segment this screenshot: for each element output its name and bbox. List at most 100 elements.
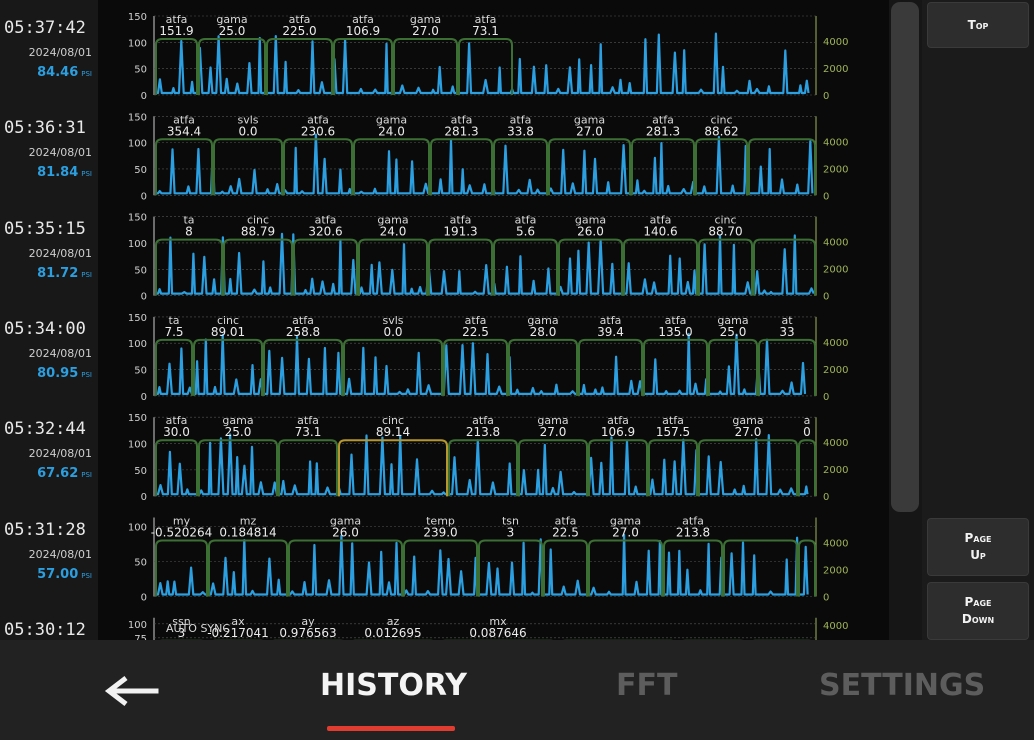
segment-value: 281.3 (444, 124, 478, 138)
right-tick-label: 0 (823, 91, 829, 102)
page-up-label-line1: Page (964, 531, 992, 545)
row-pressure: 80.95 PSI (37, 366, 92, 381)
segment-value: 25.0 (225, 425, 252, 439)
pressure-value: 81.84 (37, 165, 79, 181)
left-tick-label: 100 (128, 440, 147, 451)
segment-value: 25.0 (219, 24, 246, 38)
top-button[interactable]: Top (927, 2, 1029, 48)
segment-bracket (283, 138, 353, 196)
back-arrow-icon (104, 676, 159, 706)
history-charts: 150100500400020000atfa151.9gama25.0atfa2… (128, 12, 849, 640)
pressure-unit: PSI (81, 70, 92, 78)
segment-bracket (155, 439, 198, 497)
segment-bracket (333, 38, 393, 95)
pressure-value: 80.95 (37, 365, 79, 381)
row-time: 05:30:12 (4, 619, 86, 640)
segment-bracket (155, 138, 213, 196)
segment-value: 88.79 (241, 225, 275, 239)
pressure-unit: PSI (81, 571, 92, 580)
segment-value: 7.5 (164, 325, 183, 339)
segment-name: gama (574, 113, 605, 126)
segment-name: atfa (515, 214, 537, 227)
segment-value: 27.0 (612, 526, 639, 540)
active-tab-indicator (327, 726, 455, 731)
segment-bracket (643, 338, 708, 396)
tab-settings[interactable]: SETTINGS (819, 668, 986, 703)
segment-bracket (508, 338, 578, 396)
auto-sync-badge: AUTO SYNC (166, 622, 230, 635)
segment-name: atfa (173, 113, 195, 126)
tab-fft[interactable]: FFT (616, 668, 678, 703)
right-tick-label: 0 (823, 392, 829, 403)
segment-name: mx (489, 615, 507, 628)
segment-name: gama (610, 515, 641, 528)
left-tick-label: 100 (128, 339, 147, 350)
history-chart-list[interactable]: 150 100 50 0 4000 2000 0 atfa 151.9 gama 25.0 atfa 2… (98, 0, 889, 640)
history-row-chart[interactable]: 150100500400020000atfa151.9gama25.0atfa2… (128, 12, 849, 102)
segment-value: 88.62 (704, 124, 738, 138)
segment-bracket (155, 338, 193, 396)
row-time: 05:37:42 (4, 18, 86, 38)
segment-name: svls (237, 113, 258, 126)
pressure-unit: PSI (81, 471, 92, 480)
segment-bracket (798, 539, 816, 597)
segment-name: atfa (662, 414, 684, 427)
tab-history[interactable]: HISTORY (320, 668, 468, 703)
left-tick-label: 0 (141, 492, 147, 503)
row-date: 2024/08/01 (28, 447, 92, 461)
row-pressure: 67.62 PSI (37, 466, 92, 481)
page-up-button[interactable]: Page Up (927, 518, 1029, 576)
history-row-chart[interactable]: 150100500400020000atfa30.0gama25.0atfa73… (128, 413, 849, 503)
scrollbar-thumb[interactable] (891, 2, 919, 512)
segment-value: 106.9 (346, 24, 380, 38)
segment-value: 22.5 (462, 325, 489, 339)
segment-bracket (493, 238, 558, 296)
segment-name: gama (222, 414, 253, 427)
segment-name: atfa (665, 314, 687, 327)
scrollbar[interactable] (889, 0, 922, 640)
history-row-chart[interactable]: 150100500400020000ta8cinc88.79atfa320.6g… (128, 213, 849, 303)
left-tick-label: 0 (141, 292, 147, 303)
segment-value: 0 (803, 425, 811, 439)
row-pressure: 81.72 PSI (37, 266, 92, 281)
segment-bracket (263, 338, 343, 396)
segment-bracket (758, 338, 816, 396)
page-up-label-line2: Up (970, 548, 986, 562)
segment-name: gama (330, 515, 361, 528)
segment-value: 33.8 (507, 124, 534, 138)
left-tick-label: 150 (128, 413, 147, 424)
history-row-chart[interactable]: 150100500400020000atfa354.4svls0.0atfa23… (128, 112, 849, 202)
segment-value: 28.0 (530, 325, 557, 339)
segment-value: 230.6 (301, 124, 335, 138)
segment-name: atfa (600, 314, 622, 327)
signal-trace (156, 533, 809, 596)
right-tick-label: 0 (823, 492, 829, 503)
segment-value: 0.0 (383, 325, 402, 339)
segment-value: -0.520264 (151, 526, 213, 540)
page-down-button[interactable]: Page Down (927, 582, 1029, 640)
segment-value: 3 (178, 626, 186, 640)
segment-value: 25.0 (720, 325, 747, 339)
segment-bracket (588, 439, 648, 497)
segment-bracket (193, 338, 263, 396)
back-button[interactable] (100, 660, 164, 720)
segment-bracket (663, 539, 723, 597)
pressure-unit: PSI (81, 370, 92, 379)
segment-name: cinc (710, 113, 732, 126)
segment-name: gama (410, 13, 441, 26)
segment-bracket (631, 138, 695, 196)
segment-bracket (403, 539, 478, 597)
segment-name: atfa (166, 414, 188, 427)
history-row-chart[interactable]: 150100500400020000ta7.5cinc89.01atfa258.… (128, 313, 849, 403)
signal-trace (156, 332, 807, 395)
segment-name: atfa (555, 515, 577, 528)
segment-name: ta (168, 314, 179, 327)
segment-bracket (393, 38, 458, 95)
segment-name: atfa (472, 414, 494, 427)
row-pressure: 81.84 PSI (37, 165, 92, 180)
segment-name: svls (382, 314, 403, 327)
history-row-chart[interactable]: 100 50 0 4000 2000 0 my-0.520264 mz0.184814 gama… (128, 515, 849, 604)
right-tick-label: 4000 (823, 137, 848, 148)
left-tick-label: 100 (128, 523, 147, 534)
